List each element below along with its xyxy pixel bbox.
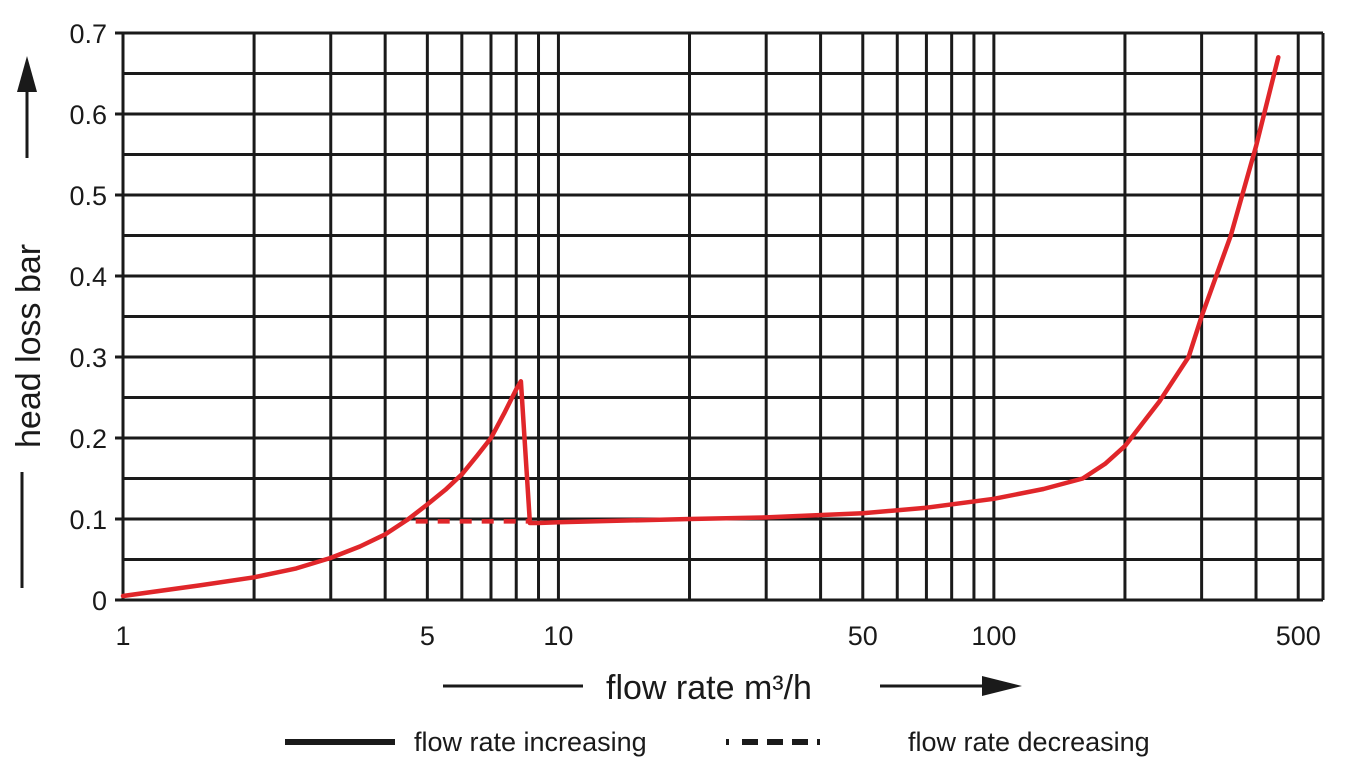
legend: flow rate increasing flow rate decreasin… bbox=[285, 727, 1150, 757]
y-tick-label: 0.4 bbox=[69, 262, 107, 292]
y-tick-label: 0.7 bbox=[69, 19, 107, 49]
x-tick-label: 10 bbox=[543, 621, 573, 651]
x-tick-label: 100 bbox=[971, 621, 1016, 651]
x-tick-label: 50 bbox=[848, 621, 878, 651]
grid bbox=[115, 31, 1325, 602]
y-tick-label: 0.3 bbox=[69, 343, 107, 373]
x-axis-arrow-icon bbox=[880, 676, 1022, 696]
y-tick-label: 0.5 bbox=[69, 181, 107, 211]
y-axis-label: head loss bar bbox=[10, 244, 48, 448]
x-tick-label: 1 bbox=[115, 621, 130, 651]
legend-label-increasing: flow rate increasing bbox=[414, 727, 647, 757]
x-tick-label: 5 bbox=[420, 621, 435, 651]
y-axis-arrow-icon bbox=[17, 56, 37, 158]
y-tick-label: 0.6 bbox=[69, 100, 107, 130]
tick-labels: 1 5 10 50 100 500 0 0.1 0.2 0.3 0.4 0.5 0.6 0.7 bbox=[69, 19, 1320, 651]
legend-label-decreasing: flow rate decreasing bbox=[908, 727, 1150, 757]
y-tick-label: 0.2 bbox=[69, 424, 107, 454]
plot-area bbox=[120, 55, 1281, 599]
x-tick-label: 500 bbox=[1276, 621, 1321, 651]
y-tick-label: 0.1 bbox=[69, 505, 107, 535]
y-tick-label: 0 bbox=[92, 586, 107, 616]
series-line-increasing bbox=[120, 55, 1281, 599]
x-axis-label: flow rate m³/h bbox=[606, 669, 812, 707]
